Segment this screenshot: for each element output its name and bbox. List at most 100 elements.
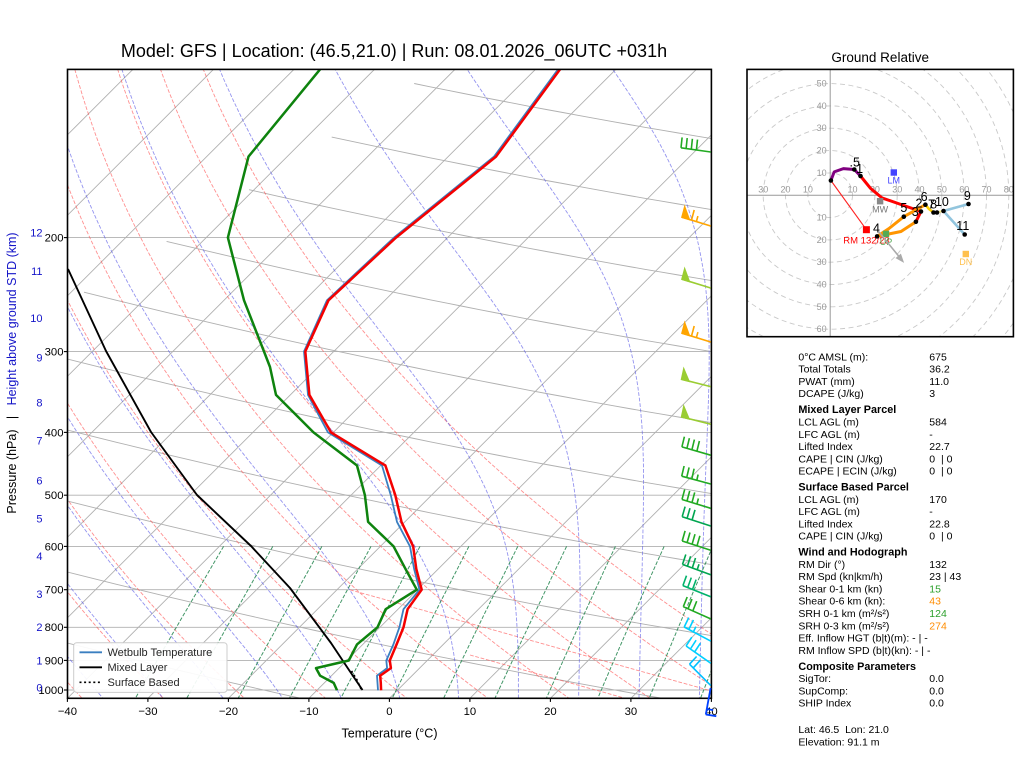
svg-text:RM Dir (°): RM Dir (°) <box>798 559 845 571</box>
svg-text:20: 20 <box>817 146 827 156</box>
svg-text:Pressure (hPa) | Height ab: Pressure (hPa) | Height above ground STD… <box>5 232 19 513</box>
svg-text:80: 80 <box>1004 185 1014 195</box>
svg-text:Shear 0-1 km (kn): Shear 0-1 km (kn) <box>798 584 882 596</box>
svg-text:SRH 0-1 km (m²/s²): SRH 0-1 km (m²/s²) <box>798 608 889 620</box>
svg-text:SHIP Index: SHIP Index <box>798 698 852 710</box>
svg-text:DN: DN <box>959 257 972 267</box>
svg-text:Temperature (°C): Temperature (°C) <box>342 727 438 741</box>
svg-text:MW: MW <box>872 204 888 214</box>
svg-text:Wetbulb Temperature: Wetbulb Temperature <box>108 647 213 659</box>
svg-text:30: 30 <box>817 257 827 267</box>
svg-text:10: 10 <box>464 706 477 718</box>
svg-text:132: 132 <box>929 559 947 571</box>
svg-text:-: - <box>929 429 933 441</box>
svg-text:RM Spd (kn|km/h): RM Spd (kn|km/h) <box>798 571 882 583</box>
svg-text:0 | 0: 0 | 0 <box>929 466 952 478</box>
svg-text:675: 675 <box>929 351 947 363</box>
svg-text:10: 10 <box>935 195 949 209</box>
svg-text:10: 10 <box>30 313 42 325</box>
svg-text:Surface Based: Surface Based <box>108 677 180 689</box>
svg-text:8: 8 <box>930 197 937 211</box>
svg-text:900: 900 <box>45 655 64 667</box>
svg-text:36.2: 36.2 <box>929 364 950 376</box>
svg-text:Lat: 46.5 Lon: 21.0: Lat: 46.5 Lon: 21.0 <box>798 724 889 736</box>
svg-text:20: 20 <box>817 235 827 245</box>
svg-text:800: 800 <box>45 622 64 634</box>
svg-text:3: 3 <box>912 205 919 219</box>
svg-text:PWAT (mm): PWAT (mm) <box>798 376 854 388</box>
svg-text:60: 60 <box>959 185 969 195</box>
svg-text:43: 43 <box>929 596 941 608</box>
svg-text:RM 132/23: RM 132/23 <box>843 236 889 247</box>
svg-text:20: 20 <box>870 185 880 195</box>
svg-text:30: 30 <box>817 123 827 133</box>
svg-text:Mixed Layer Parcel: Mixed Layer Parcel <box>798 404 896 416</box>
svg-text:0: 0 <box>386 706 392 718</box>
svg-text:1: 1 <box>36 656 42 668</box>
svg-text:0 | 0: 0 | 0 <box>929 531 952 543</box>
svg-text:DCAPE (J/kg): DCAPE (J/kg) <box>798 388 863 400</box>
svg-text:600: 600 <box>45 541 64 553</box>
svg-text:50: 50 <box>937 185 947 195</box>
svg-text:LCL AGL (m): LCL AGL (m) <box>798 494 859 506</box>
svg-text:ECAPE | ECIN (J/kg): ECAPE | ECIN (J/kg) <box>798 466 896 478</box>
svg-text:SupComp:: SupComp: <box>798 685 848 697</box>
svg-text:Lifted Index: Lifted Index <box>798 518 853 530</box>
svg-text:23 | 43: 23 | 43 <box>929 571 961 583</box>
svg-text:40: 40 <box>817 280 827 290</box>
svg-text:584: 584 <box>929 417 947 429</box>
svg-text:7: 7 <box>36 436 42 448</box>
svg-text:0°C AMSL (m):: 0°C AMSL (m): <box>798 351 868 363</box>
svg-text:−10: −10 <box>299 706 318 718</box>
svg-text:124: 124 <box>929 608 947 620</box>
svg-text:SigTor:: SigTor: <box>798 673 831 685</box>
svg-text:30: 30 <box>625 706 638 718</box>
svg-text:Wind and Hodograph: Wind and Hodograph <box>798 547 907 559</box>
svg-text:7: 7 <box>928 197 935 211</box>
svg-text:30: 30 <box>892 185 902 195</box>
svg-text:6: 6 <box>36 476 42 488</box>
svg-text:10: 10 <box>803 185 813 195</box>
svg-text:-: - <box>929 506 933 518</box>
svg-text:SRH 0-3 km (m²/s²): SRH 0-3 km (m²/s²) <box>798 620 889 632</box>
svg-text:10: 10 <box>847 185 857 195</box>
svg-text:8: 8 <box>36 398 42 410</box>
svg-text:50: 50 <box>817 302 827 312</box>
svg-text:400: 400 <box>45 427 64 439</box>
svg-text:.5: .5 <box>849 156 859 170</box>
svg-text:UP: UP <box>880 237 893 247</box>
svg-text:11.0: 11.0 <box>929 376 949 388</box>
svg-text:5: 5 <box>900 201 907 215</box>
svg-text:274: 274 <box>929 620 947 632</box>
svg-text:RM Inflow SPD (b|t)(kn): - | -: RM Inflow SPD (b|t)(kn): - | - <box>798 645 931 657</box>
svg-text:Shear 0-6 km (kn):: Shear 0-6 km (kn): <box>798 596 885 608</box>
svg-text:300: 300 <box>45 347 64 359</box>
svg-text:70: 70 <box>981 185 991 195</box>
svg-text:11: 11 <box>956 219 969 233</box>
svg-text:LFC AGL (m): LFC AGL (m) <box>798 429 859 441</box>
svg-text:−30: −30 <box>138 706 157 718</box>
svg-text:Elevation: 91.1 m: Elevation: 91.1 m <box>798 736 879 748</box>
svg-text:Eff. Inflow HGT (b|t)(m): - |: Eff. Inflow HGT (b|t)(m): - | - <box>798 633 928 645</box>
svg-text:0.0: 0.0 <box>929 685 944 697</box>
svg-text:6: 6 <box>921 190 928 204</box>
svg-text:12: 12 <box>30 227 42 239</box>
svg-text:Mixed Layer: Mixed Layer <box>108 662 168 674</box>
svg-text:2: 2 <box>916 196 923 210</box>
svg-text:30: 30 <box>758 185 768 195</box>
svg-text:11: 11 <box>31 266 42 278</box>
svg-text:0.0: 0.0 <box>929 673 944 685</box>
svg-text:200: 200 <box>45 233 64 245</box>
svg-text:Ground Relative: Ground Relative <box>831 50 929 65</box>
svg-text:9: 9 <box>964 189 971 203</box>
svg-text:50: 50 <box>817 79 827 89</box>
svg-text:Surface Based Parcel: Surface Based Parcel <box>798 482 908 494</box>
svg-text:Model: GFS | Location: (46.5,2: Model: GFS | Location: (46.5,21.0) | Run… <box>121 41 667 62</box>
svg-text:10: 10 <box>817 168 827 178</box>
svg-text:LCL AGL (m): LCL AGL (m) <box>798 417 859 429</box>
svg-text:4: 4 <box>36 551 42 563</box>
svg-text:−20: −20 <box>219 706 238 718</box>
svg-text:0 | 0: 0 | 0 <box>929 453 952 465</box>
svg-text:1000: 1000 <box>38 685 63 697</box>
svg-text:Total Totals: Total Totals <box>798 364 850 376</box>
